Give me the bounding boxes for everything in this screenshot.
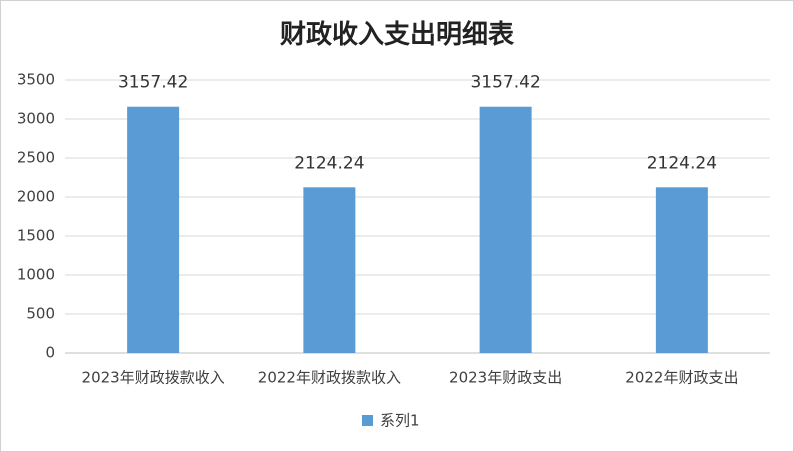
y-tick-label: 3000 [17, 110, 55, 128]
y-tick-label: 0 [45, 344, 55, 362]
bar [127, 106, 180, 353]
x-tick-label: 2022年财政拨款收入 [258, 369, 401, 387]
x-tick-label: 2023年财政拨款收入 [82, 369, 225, 387]
y-tick-label: 3500 [17, 71, 55, 89]
legend-swatch [362, 415, 373, 426]
data-label: 3157.42 [118, 73, 188, 93]
legend-label: 系列1 [380, 412, 420, 430]
chart-title: 财政收入支出明细表 [280, 19, 515, 50]
y-tick-label: 2000 [17, 188, 55, 206]
data-label: 2124.24 [294, 153, 364, 173]
bar [655, 187, 708, 353]
y-tick-label: 2500 [17, 149, 55, 167]
data-label: 2124.24 [647, 153, 717, 173]
bar [303, 187, 356, 353]
y-tick-label: 1500 [17, 227, 55, 245]
y-tick-label: 500 [26, 305, 55, 323]
y-tick-label: 1000 [17, 266, 55, 284]
data-label: 3157.42 [470, 73, 540, 93]
x-tick-label: 2023年财政支出 [449, 369, 562, 387]
bar [479, 106, 532, 353]
x-tick-label: 2022年财政支出 [625, 369, 738, 387]
